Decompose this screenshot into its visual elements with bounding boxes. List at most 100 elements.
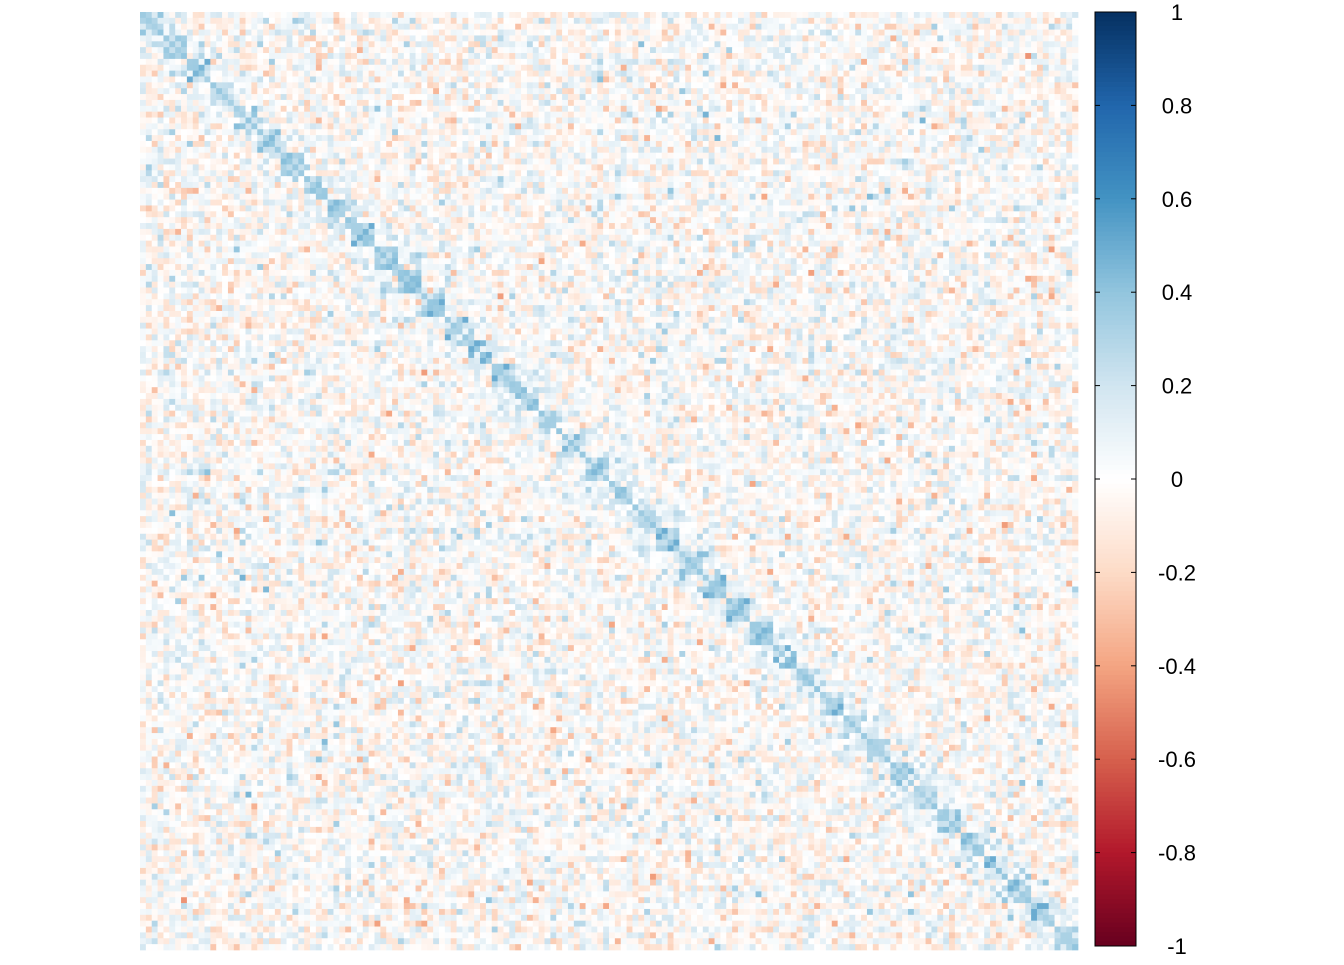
heatmap-cell (356, 64, 364, 71)
heatmap-cell (163, 29, 170, 36)
heatmap-cell (1060, 105, 1067, 113)
heatmap-cell (503, 158, 510, 165)
heatmap-cell (661, 70, 668, 77)
heatmap-cell (1042, 12, 1050, 19)
heatmap-cell (151, 129, 158, 136)
heatmap-cell (1007, 23, 1014, 30)
heatmap-cell (362, 182, 369, 189)
heatmap-cell (192, 176, 199, 183)
heatmap-cell (210, 158, 217, 165)
heatmap-cell (286, 12, 293, 19)
heatmap-cell (790, 187, 797, 195)
heatmap-cell (655, 170, 663, 177)
heatmap-cell (808, 29, 815, 36)
heatmap-cell (831, 53, 838, 60)
heatmap-cell (292, 82, 299, 89)
heatmap-cell (632, 129, 639, 136)
heatmap-cell (151, 170, 158, 177)
heatmap-cell (773, 152, 780, 159)
heatmap-cell (878, 23, 885, 30)
heatmap-cell (726, 105, 733, 113)
heatmap-cell (726, 82, 733, 89)
heatmap-cell (837, 140, 844, 148)
heatmap-cell (861, 176, 868, 183)
heatmap-cell (1001, 170, 1008, 177)
heatmap-cell (333, 117, 340, 124)
heatmap-cell (650, 41, 657, 48)
heatmap-cell (866, 47, 874, 54)
heatmap-cell (767, 164, 774, 171)
heatmap-cell (538, 182, 545, 189)
heatmap-cell (163, 58, 170, 66)
heatmap-cell (421, 164, 428, 171)
heatmap-cell (497, 64, 504, 71)
heatmap-cell (1066, 111, 1073, 118)
heatmap-cell (374, 99, 381, 107)
heatmap-cell (315, 105, 323, 113)
heatmap-cell (480, 64, 487, 71)
heatmap-cell (814, 111, 821, 118)
heatmap-cell (808, 129, 815, 136)
heatmap-cell (767, 41, 774, 48)
heatmap-cell (814, 158, 821, 165)
heatmap-cell (878, 105, 885, 113)
heatmap-cell (925, 76, 932, 83)
heatmap-cell (872, 41, 880, 48)
heatmap-cell (380, 99, 387, 107)
heatmap-cell (339, 176, 346, 183)
heatmap-cell (661, 94, 668, 101)
heatmap-cell (749, 182, 756, 189)
heatmap-cell (286, 164, 293, 171)
heatmap-cell (345, 135, 352, 142)
heatmap-cell (861, 47, 868, 54)
heatmap-cell (644, 117, 651, 124)
heatmap-cell (661, 17, 668, 25)
heatmap-cell (140, 23, 147, 30)
heatmap-cell (351, 99, 358, 107)
heatmap-cell (573, 123, 581, 130)
heatmap-cell (937, 94, 944, 101)
heatmap-cell (157, 47, 164, 54)
heatmap-cell (450, 187, 457, 195)
heatmap-cell (1025, 23, 1032, 30)
heatmap-cell (878, 140, 885, 148)
heatmap-cell (685, 146, 692, 154)
heatmap-cell (421, 146, 428, 154)
heatmap-cell (345, 12, 352, 19)
heatmap-cell (644, 47, 651, 54)
heatmap-cell (931, 53, 938, 60)
heatmap-cell (937, 58, 944, 66)
heatmap-cell (878, 187, 885, 195)
heatmap-cell (544, 17, 551, 25)
heatmap-cell (362, 170, 369, 177)
heatmap-cell (292, 135, 299, 142)
heatmap-cell (708, 111, 715, 118)
heatmap-cell (796, 76, 803, 83)
heatmap-cell (655, 117, 663, 124)
heatmap-cell (784, 82, 792, 89)
heatmap-cell (515, 129, 522, 136)
heatmap-cell (1031, 35, 1038, 42)
heatmap-cell (861, 94, 868, 101)
heatmap-cell (661, 99, 668, 107)
heatmap-cell (837, 129, 844, 136)
heatmap-cell (632, 70, 639, 77)
heatmap-cell (614, 105, 622, 113)
heatmap-cell (321, 70, 328, 77)
heatmap-cell (298, 123, 305, 130)
heatmap-cell (603, 47, 610, 54)
heatmap-cell (491, 146, 498, 154)
heatmap-cell (497, 176, 504, 183)
heatmap-cell (931, 94, 938, 101)
heatmap-cell (773, 47, 780, 54)
heatmap-cell (474, 99, 481, 107)
heatmap-cell (978, 105, 985, 113)
heatmap-cell (1013, 53, 1020, 60)
heatmap-cell (544, 99, 551, 107)
heatmap-cell (579, 41, 586, 48)
heatmap-cell (245, 64, 252, 71)
heatmap-cell (427, 146, 434, 154)
heatmap-cell (280, 135, 287, 142)
heatmap-cell (773, 117, 780, 124)
heatmap-cell (990, 76, 997, 83)
